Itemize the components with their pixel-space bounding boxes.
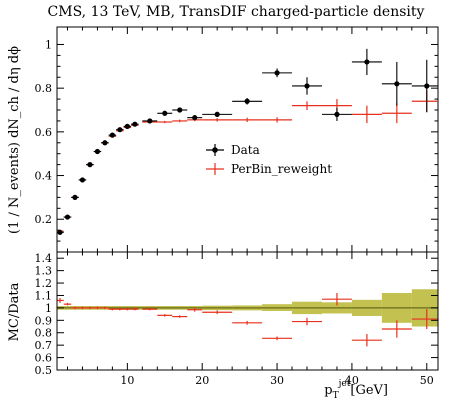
legend: Data PerBin_reweight <box>206 143 332 176</box>
data-point <box>192 115 198 121</box>
data-point <box>117 127 123 133</box>
data-point <box>244 98 250 104</box>
data-point <box>57 229 63 235</box>
legend-label-mc: PerBin_reweight <box>231 162 332 176</box>
data-point <box>274 70 280 76</box>
data-point <box>162 110 168 116</box>
data-point <box>79 177 86 183</box>
ratio-y-tick-label: 1.1 <box>35 289 53 302</box>
data-point <box>102 140 108 146</box>
main-y-tick-label: 0.8 <box>35 82 53 95</box>
legend-label-data: Data <box>231 143 260 157</box>
data-point <box>87 162 93 168</box>
data-point <box>94 148 101 155</box>
x-axis-label: pTjet[GeV] <box>324 379 388 401</box>
main-y-tick-label: 0.4 <box>35 170 53 183</box>
ratio-y-tick-label: 1.2 <box>35 277 53 290</box>
legend-entry-data: Data <box>206 143 260 157</box>
legend-marker-data-dot <box>212 147 218 153</box>
x-tick-label: 20 <box>195 374 209 387</box>
ratio-y-tick-label: 0.7 <box>35 339 53 352</box>
data-point <box>147 118 153 124</box>
data-point <box>177 107 183 113</box>
ratio-panel: 0.50.60.70.80.911.11.21.31.4 10 20 30 40 50 <box>35 251 439 387</box>
data-point <box>124 123 130 129</box>
ratio-y-tick-label: 1.3 <box>35 265 53 278</box>
data-point <box>109 132 115 138</box>
data-point <box>364 59 370 65</box>
main-plot-frame <box>56 26 439 253</box>
legend-entry-mc: PerBin_reweight <box>206 162 332 176</box>
data-point <box>394 81 400 87</box>
data-point <box>304 83 310 89</box>
main-y-tick-label: 0.6 <box>35 126 53 139</box>
main-panel: 0.2 0.4 0.6 0.8 1 <box>35 26 439 253</box>
ratio-y-tick-label: 1 <box>45 302 52 315</box>
data-point <box>132 121 138 127</box>
ratio-y-tick-label: 0.9 <box>35 314 53 327</box>
ratio-y-tick-label: 0.8 <box>35 327 53 340</box>
ratio-y-tick-label: 0.6 <box>35 352 53 365</box>
data-point <box>424 83 430 89</box>
ratio-y-tick-label: 1.4 <box>35 252 53 265</box>
data-point <box>334 111 340 117</box>
y-axis-label-ratio: MC/Data <box>7 282 22 341</box>
x-tick-label: 10 <box>120 374 134 387</box>
data-point <box>64 214 71 220</box>
data-point <box>72 194 78 200</box>
x-tick-label: 50 <box>420 374 434 387</box>
ratio-y-tick-label: 0.5 <box>35 364 53 377</box>
main-y-tick-label: 0.2 <box>35 213 53 226</box>
x-tick-label: 30 <box>270 374 284 387</box>
main-y-tick-label: 1 <box>45 38 52 51</box>
chart-title: CMS, 13 TeV, MB, TransDIF charged-partic… <box>48 4 425 20</box>
data-point <box>214 111 220 117</box>
x-tick-label: 40 <box>345 374 359 387</box>
y-axis-label-main: (1 / N_events) dN_ch / dη dϕ <box>7 46 22 234</box>
